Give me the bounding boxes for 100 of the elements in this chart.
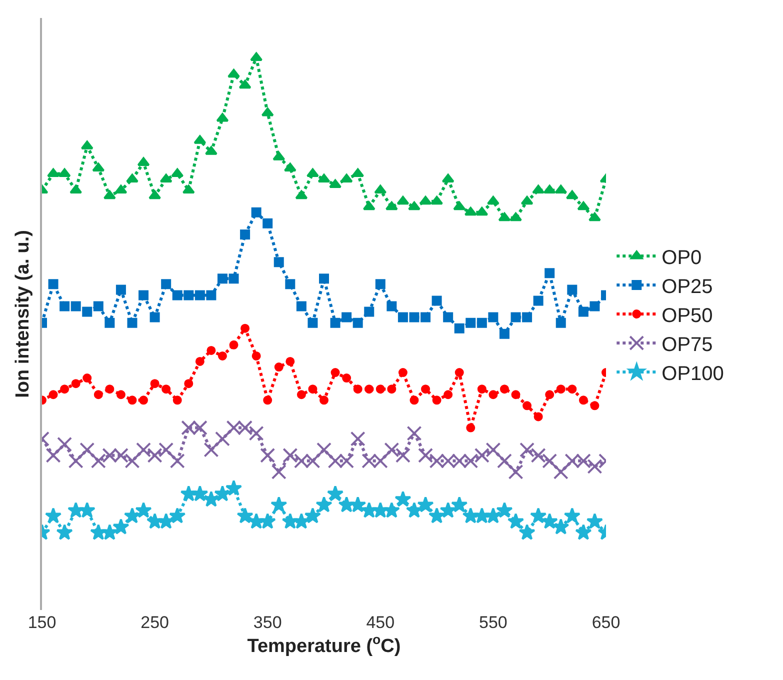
- point: [293, 512, 310, 529]
- point: [440, 502, 456, 518]
- point: [136, 442, 152, 458]
- point: [68, 453, 84, 468]
- point: [202, 490, 220, 507]
- point: [225, 480, 242, 496]
- point: [214, 431, 230, 446]
- point: [127, 318, 138, 328]
- point: [172, 290, 182, 300]
- point: [430, 196, 443, 205]
- point: [161, 279, 172, 290]
- point: [204, 442, 219, 458]
- point: [568, 384, 577, 394]
- point: [534, 412, 543, 422]
- point: [499, 328, 510, 339]
- point: [364, 384, 374, 394]
- point: [82, 306, 92, 317]
- point: [182, 184, 195, 194]
- point: [417, 496, 434, 512]
- point: [184, 290, 194, 300]
- point: [228, 274, 239, 284]
- point: [476, 206, 488, 216]
- point: [395, 448, 410, 463]
- point: [158, 512, 174, 529]
- point: [236, 507, 254, 524]
- point: [48, 390, 58, 400]
- point: [496, 453, 512, 468]
- point: [419, 196, 432, 205]
- point: [352, 318, 363, 328]
- point: [476, 318, 487, 328]
- point: [82, 374, 92, 383]
- point: [60, 301, 70, 312]
- point: [105, 384, 114, 394]
- point: [150, 312, 160, 322]
- point: [453, 201, 466, 210]
- point: [94, 390, 103, 400]
- legend-label: OP50: [662, 304, 713, 327]
- point: [384, 442, 400, 458]
- point: [386, 301, 397, 312]
- point: [498, 212, 511, 222]
- point: [394, 490, 412, 507]
- point: [71, 379, 80, 388]
- point: [57, 436, 72, 452]
- point: [342, 312, 352, 322]
- point: [488, 390, 498, 400]
- point: [240, 229, 250, 240]
- point: [432, 296, 442, 306]
- point: [319, 274, 329, 284]
- point: [218, 351, 227, 360]
- point: [462, 507, 479, 524]
- point: [282, 448, 298, 463]
- point: [385, 201, 398, 210]
- point: [248, 426, 264, 441]
- point: [138, 290, 149, 300]
- point: [543, 184, 556, 194]
- point: [410, 396, 419, 405]
- point: [158, 442, 174, 458]
- point: [259, 512, 276, 529]
- point: [320, 396, 328, 405]
- point: [586, 512, 604, 529]
- point: [296, 390, 306, 400]
- point: [454, 323, 464, 334]
- point: [578, 396, 588, 405]
- point: [44, 507, 62, 524]
- point: [406, 426, 422, 441]
- point: [93, 301, 104, 312]
- point: [553, 464, 568, 480]
- point: [375, 279, 386, 290]
- point: [474, 507, 490, 524]
- point: [544, 268, 555, 278]
- point: [575, 524, 592, 540]
- point: [409, 312, 420, 322]
- point: [262, 218, 273, 228]
- point: [590, 401, 600, 410]
- legend-label: OP0: [662, 246, 702, 269]
- point: [228, 68, 240, 78]
- point: [252, 351, 261, 360]
- point: [511, 390, 520, 400]
- point: [308, 318, 318, 328]
- point: [308, 384, 318, 394]
- point: [126, 174, 138, 182]
- x-tick-label: 550: [479, 613, 508, 632]
- point: [554, 184, 568, 194]
- point: [590, 301, 600, 312]
- point: [484, 507, 502, 524]
- y-axis-title: Ion intensity (a. u.): [12, 230, 34, 398]
- point: [150, 379, 160, 388]
- point: [566, 190, 578, 200]
- point: [387, 384, 396, 394]
- point: [251, 207, 262, 218]
- point: [406, 502, 423, 518]
- point: [532, 184, 545, 194]
- point: [329, 179, 342, 188]
- point: [316, 442, 332, 458]
- point: [533, 296, 544, 306]
- point: [274, 257, 284, 268]
- point: [285, 279, 296, 290]
- point: [48, 279, 58, 290]
- point: [364, 306, 374, 317]
- point: [508, 464, 524, 480]
